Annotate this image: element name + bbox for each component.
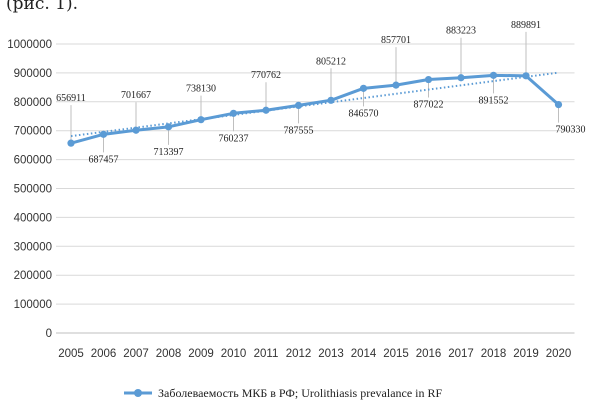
series-points bbox=[67, 72, 562, 147]
data-point bbox=[197, 116, 204, 123]
data-point bbox=[457, 74, 464, 81]
y-tick-label: 300000 bbox=[14, 241, 52, 253]
x-tick-label: 2020 bbox=[546, 348, 572, 360]
x-tick-label: 2008 bbox=[156, 348, 182, 360]
data-point bbox=[490, 72, 497, 79]
x-tick-label: 2006 bbox=[91, 348, 117, 360]
legend: Заболеваемость МКБ в РФ; Urolithiasis pr… bbox=[124, 386, 443, 400]
x-tick-label: 2015 bbox=[383, 348, 409, 360]
y-tick-label: 100000 bbox=[14, 299, 52, 311]
data-point bbox=[230, 110, 237, 117]
data-label: 857701 bbox=[381, 35, 411, 46]
data-point bbox=[295, 102, 302, 109]
x-tick-label: 2010 bbox=[221, 348, 247, 360]
y-tick-label: 0 bbox=[46, 328, 52, 340]
legend-label: Заболеваемость МКБ в РФ; Urolithiasis pr… bbox=[158, 386, 443, 400]
data-label: 790330 bbox=[556, 125, 586, 136]
x-tick-label: 2013 bbox=[318, 348, 344, 360]
y-tick-label: 500000 bbox=[14, 184, 52, 196]
data-point bbox=[360, 85, 367, 92]
y-tick-label: 200000 bbox=[14, 270, 52, 282]
x-tick-label: 2009 bbox=[188, 348, 214, 360]
y-tick-label: 600000 bbox=[14, 155, 52, 167]
y-tick-label: 400000 bbox=[14, 212, 52, 224]
x-tick-label: 2018 bbox=[481, 348, 507, 360]
x-tick-label: 2014 bbox=[351, 348, 377, 360]
legend-marker-swatch bbox=[134, 389, 142, 397]
x-tick-label: 2017 bbox=[448, 348, 474, 360]
data-label: 738130 bbox=[186, 84, 216, 95]
gridlines bbox=[56, 44, 575, 333]
series-line bbox=[71, 75, 559, 143]
data-point bbox=[132, 127, 139, 134]
y-tick-label: 900000 bbox=[14, 68, 52, 80]
x-axis-ticks: 2005 2006 2007 2008 2009 2010 2011 2012 2013 2014… bbox=[58, 348, 571, 360]
data-point bbox=[67, 140, 74, 147]
y-tick-label: 700000 bbox=[14, 126, 52, 138]
data-label: 787555 bbox=[284, 125, 314, 136]
x-tick-label: 2007 bbox=[123, 348, 149, 360]
x-tick-label: 2005 bbox=[58, 348, 84, 360]
x-tick-label: 2012 bbox=[286, 348, 312, 360]
data-label: 701667 bbox=[121, 90, 151, 101]
data-label: 891552 bbox=[479, 95, 509, 106]
data-point bbox=[262, 107, 269, 114]
y-axis-ticks: 0 100000 200000 300000 400000 500000 600000 700… bbox=[7, 39, 52, 340]
y-tick-label: 800000 bbox=[14, 97, 52, 109]
data-label: 883223 bbox=[446, 26, 476, 37]
data-label: 656911 bbox=[56, 93, 86, 104]
data-point bbox=[555, 101, 562, 108]
data-label: 889891 bbox=[511, 20, 541, 31]
x-tick-label: 2019 bbox=[513, 348, 539, 360]
x-tick-label: 2016 bbox=[416, 348, 442, 360]
data-label: 770762 bbox=[251, 70, 281, 81]
data-label: 713397 bbox=[154, 147, 184, 158]
data-label: 846570 bbox=[349, 108, 379, 119]
data-point bbox=[165, 123, 172, 130]
data-label: 805212 bbox=[316, 56, 346, 67]
x-tick-label: 2011 bbox=[254, 348, 279, 360]
data-point bbox=[425, 76, 432, 83]
data-label: 760237 bbox=[219, 133, 249, 144]
data-label: 877022 bbox=[414, 100, 444, 111]
data-labels: 656911 687457 701667 713397 738130 760237 7707… bbox=[56, 20, 585, 166]
data-point bbox=[100, 131, 107, 138]
data-point bbox=[392, 82, 399, 89]
data-label: 687457 bbox=[89, 154, 119, 165]
data-point bbox=[522, 72, 529, 79]
data-point bbox=[327, 97, 334, 104]
y-tick-label: 1000000 bbox=[7, 39, 52, 51]
